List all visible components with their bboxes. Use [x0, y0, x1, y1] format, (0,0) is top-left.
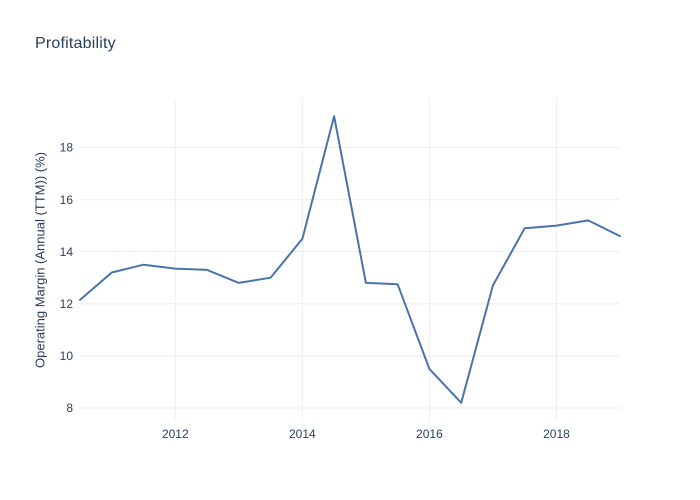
y-tick-label: 10: [60, 349, 74, 363]
x-tick-label: 2016: [416, 427, 443, 441]
y-tick-label: 16: [60, 193, 74, 207]
y-tick-label: 14: [60, 245, 74, 259]
series-line: [79, 115, 621, 404]
y-tick-label: 12: [60, 297, 74, 311]
x-tick-label: 2018: [543, 427, 570, 441]
x-tick-label: 2014: [289, 427, 316, 441]
x-tick-label: 2012: [162, 427, 189, 441]
y-tick-label: 8: [66, 401, 73, 415]
chart-title: Profitability: [35, 35, 116, 52]
y-tick-label: 18: [60, 141, 74, 155]
